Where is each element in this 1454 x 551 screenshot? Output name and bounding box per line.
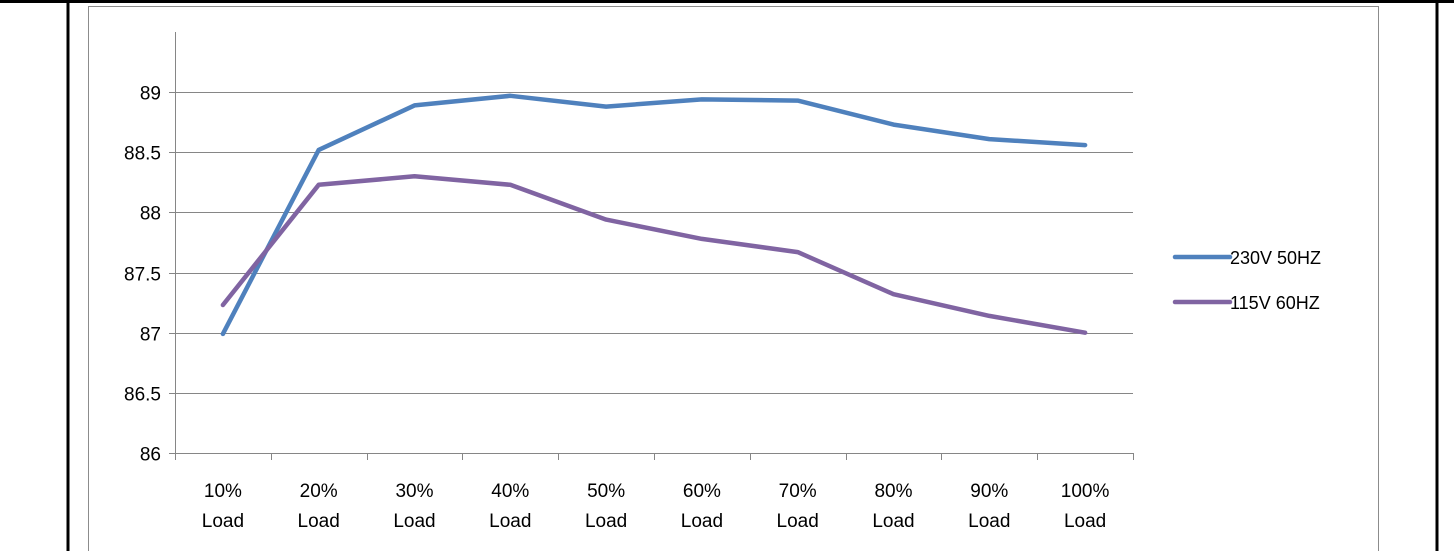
x-tick-label: 50% Load xyxy=(585,481,627,532)
x-tick-label-line: 100% xyxy=(1061,481,1110,502)
x-tick-label-line: Load xyxy=(489,511,531,532)
x-tick-label-line: 80% xyxy=(874,481,912,502)
y-tick-label: 87.5 xyxy=(124,265,161,286)
x-tick-label-line: 90% xyxy=(970,481,1008,502)
x-tick-label-line: Load xyxy=(393,511,435,532)
x-tick-label-line: Load xyxy=(1064,511,1106,532)
gridlines xyxy=(175,92,1133,394)
x-tick-label: 70% Load xyxy=(777,481,819,532)
series-lines xyxy=(220,93,1088,337)
x-tick-label: 10% Load xyxy=(202,481,244,532)
x-tick-label-line: Load xyxy=(585,511,627,532)
legend-label-2: 115V 60HZ xyxy=(1230,293,1320,313)
x-tick-label-line: Load xyxy=(872,511,914,532)
x-tick-label-line: Load xyxy=(968,511,1010,532)
x-axis-tick-labels: 10% Load 20% Load 30% Load 40% Load 50% Load 60% Lo… xyxy=(202,481,1110,532)
y-tick-label: 86.5 xyxy=(124,385,161,406)
y-axis-tick-labels: 86 86.5 87 87.5 88 88.5 89 xyxy=(124,84,161,466)
x-tick-label: 40% Load xyxy=(489,481,531,532)
series-line-2 xyxy=(220,174,1088,335)
legend: 230V 50HZ 115V 60HZ xyxy=(1172,248,1321,313)
x-tick-label: 100% Load xyxy=(1061,481,1110,532)
axes xyxy=(169,32,1134,460)
x-tick-label-line: Load xyxy=(681,511,723,532)
y-tick-label: 88 xyxy=(140,204,161,225)
y-tick-label: 88.5 xyxy=(124,144,161,165)
x-tick-label-line: 30% xyxy=(395,481,433,502)
x-tick-label-line: Load xyxy=(202,511,244,532)
x-tick-label-line: Load xyxy=(777,511,819,532)
x-tick-label-line: 10% xyxy=(204,481,242,502)
x-tick-label-line: Load xyxy=(298,511,340,532)
chart-area-border xyxy=(88,6,1379,551)
x-tick-label: 20% Load xyxy=(298,481,340,532)
legend-label-1: 230V 50HZ xyxy=(1230,248,1321,268)
x-tick-label: 90% Load xyxy=(968,481,1010,532)
y-tick-label: 87 xyxy=(140,325,161,346)
x-tick-label-line: 40% xyxy=(491,481,529,502)
x-tick-label: 60% Load xyxy=(681,481,723,532)
x-tick-label: 80% Load xyxy=(872,481,914,532)
x-tick-label-line: 20% xyxy=(300,481,338,502)
x-tick-label-line: 50% xyxy=(587,481,625,502)
series-line-1 xyxy=(220,93,1088,337)
x-tick-label-line: 60% xyxy=(683,481,721,502)
x-tick-label: 30% Load xyxy=(393,481,435,532)
x-tick-label-line: 70% xyxy=(779,481,817,502)
y-tick-label: 89 xyxy=(140,84,161,105)
y-tick-label: 86 xyxy=(140,445,161,466)
